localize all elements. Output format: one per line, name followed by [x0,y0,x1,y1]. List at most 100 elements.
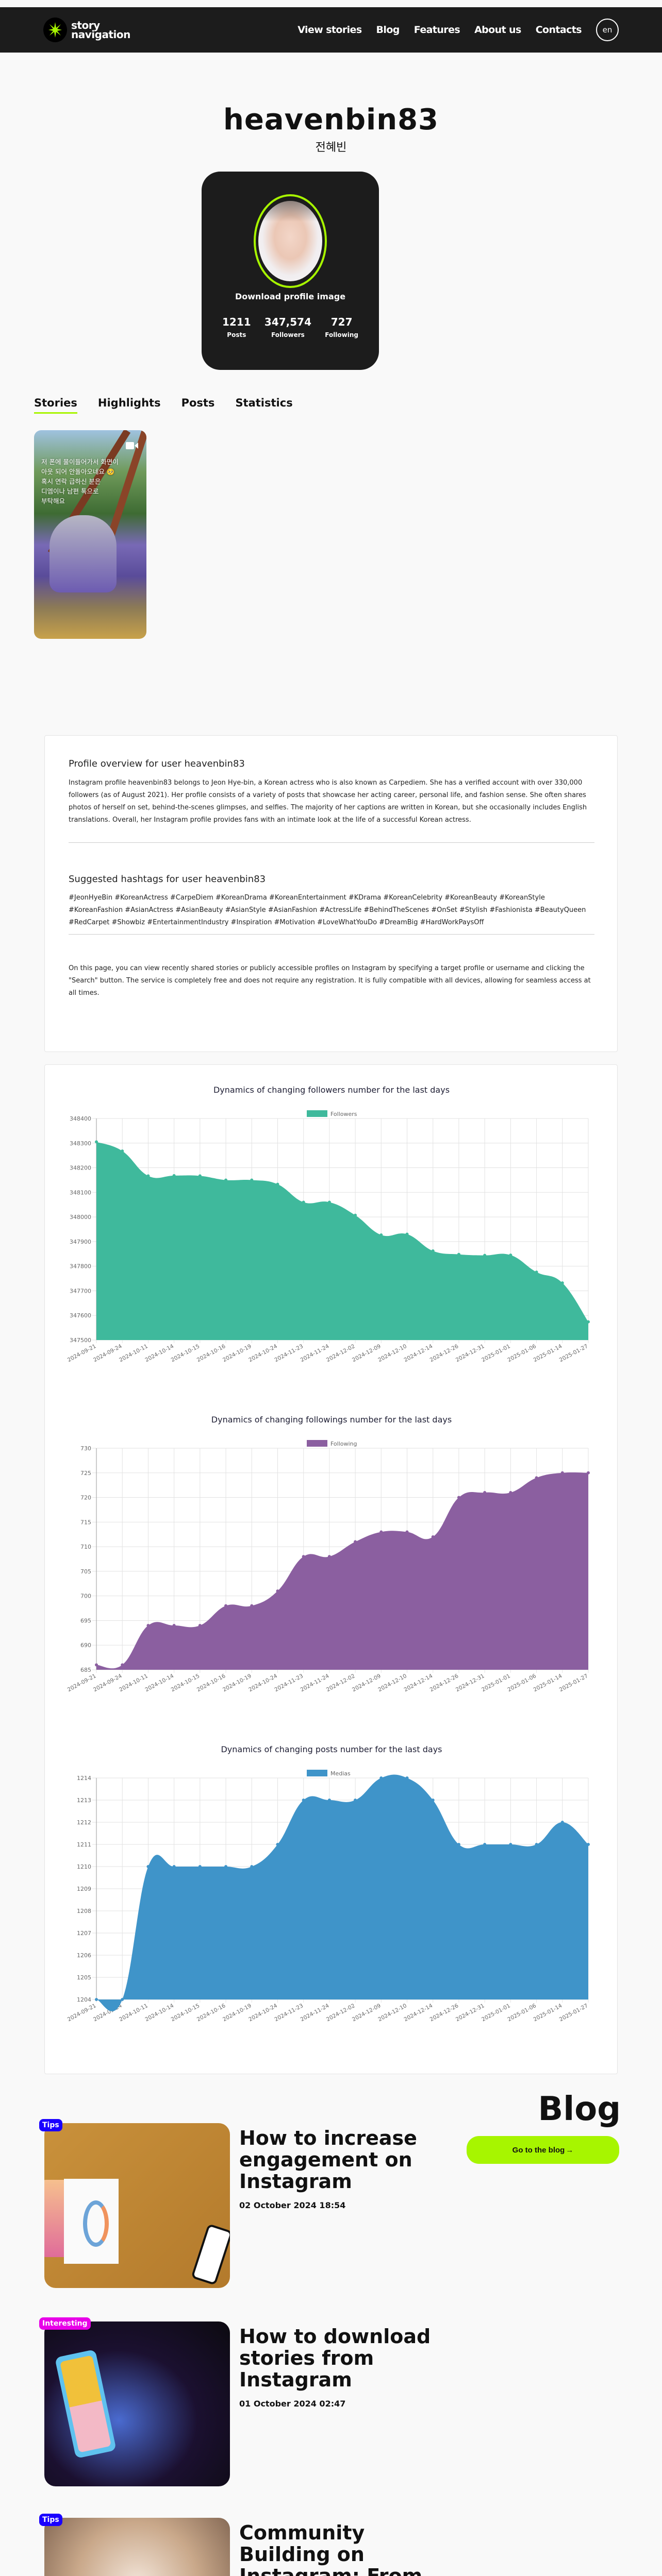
legend-label: Medias [330,1770,351,1777]
data-point [198,1865,202,1868]
x-tick-label: 2024-10-16 [196,1673,227,1693]
y-tick-label: 1208 [77,1908,91,1914]
legend-label: Followers [330,1111,357,1117]
data-point [327,1555,331,1558]
data-point [509,1253,512,1257]
data-point [431,1535,435,1538]
nav-about-us[interactable]: About us [474,24,521,36]
nav-features[interactable]: Features [413,24,460,36]
x-tick-label: 2024-10-11 [118,2003,149,2023]
data-point [431,1249,435,1253]
x-tick-label: 2024-10-15 [170,2003,201,2023]
data-point [95,1663,98,1667]
x-tick-label: 2025-01-27 [558,1673,589,1693]
x-tick-label: 2024-09-24 [92,1343,123,1363]
story-card[interactable]: 저 폰에 물이들어가서 화면이 아웃 되어 안돌아오네요 🥺 혹시 연락 급하신… [34,430,146,639]
logo-star-icon [43,18,67,42]
y-tick-label: 705 [80,1568,91,1575]
divider [69,842,594,843]
x-tick-label: 2024-10-16 [196,2003,227,2023]
y-tick-label: 1209 [77,1886,91,1892]
data-point [560,1471,564,1475]
x-tick-label: 2025-01-01 [481,1673,511,1693]
post-image [44,2321,230,2486]
data-point [276,1182,279,1186]
data-point [302,1799,305,1802]
language-switcher[interactable]: en [596,19,619,41]
tab-highlights[interactable]: Highlights [97,397,161,409]
post-image [44,2518,230,2576]
data-point [302,1555,305,1558]
x-tick-label: 2024-12-26 [429,2003,460,2023]
data-point [354,1540,357,1544]
x-tick-label: 2024-10-16 [196,1343,227,1363]
x-tick-label: 2025-01-01 [481,1343,511,1363]
x-tick-label: 2024-10-24 [247,2003,278,2023]
tab-statistics[interactable]: Statistics [235,397,293,409]
service-description: On this page, you can view recently shar… [69,964,591,997]
tab-posts[interactable]: Posts [181,397,215,409]
legend-label: Following [330,1440,357,1447]
video-camera-icon [126,442,138,449]
x-tick-label: 2024-10-15 [170,1343,201,1363]
y-tick-label: 1210 [77,1863,91,1870]
data-point [172,1624,176,1627]
data-point [224,1178,228,1182]
post-title[interactable]: How to increase engagement on Instagram [239,2127,417,2193]
x-tick-label: 2024-12-02 [325,2003,356,2023]
area-series [96,1472,588,1670]
x-tick-label: 2024-11-23 [274,1673,305,1693]
y-tick-label: 347900 [70,1239,91,1245]
data-point [250,1604,254,1607]
x-tick-label: 2025-01-27 [558,1343,589,1363]
x-tick-label: 2024-12-14 [403,1673,434,1693]
stat-posts-value: 1211 [222,316,251,328]
x-tick-label: 2024-09-24 [92,1673,123,1693]
data-point [95,1140,98,1144]
y-tick-label: 1214 [77,1775,91,1782]
tab-stories[interactable]: Stories [34,397,77,414]
y-tick-label: 695 [80,1617,91,1624]
data-point [587,1471,590,1475]
divider [69,934,594,935]
profile-card: Download profile image 1211 Posts 347,57… [202,172,379,370]
x-tick-label: 2024-12-14 [403,2003,434,2023]
avatar-ring [254,194,327,288]
y-tick-label: 1213 [77,1797,91,1804]
data-point [405,1776,409,1780]
x-tick-label: 2024-12-26 [429,1673,460,1693]
x-tick-label: 2024-09-21 [67,2003,97,2023]
data-point [354,1799,357,1802]
data-point [560,1821,564,1824]
logo[interactable]: story navigation [43,18,130,42]
post-badge: Tips [39,2514,62,2526]
nav-view-stories[interactable]: View stories [297,24,362,36]
x-tick-label: 2024-12-14 [403,1343,434,1363]
y-tick-label: 1207 [77,1930,91,1937]
data-point [379,1233,383,1236]
post-title[interactable]: How to download stories from Instagram [239,2325,431,2391]
x-tick-label: 2025-01-14 [533,1343,564,1363]
go-to-blog-label: Go to the blog [512,2145,565,2155]
blog-post[interactable]: Interesting How to download stories from… [39,2317,627,2497]
logo-line1: story [71,19,100,31]
data-point [587,1843,590,1846]
x-tick-label: 2025-01-27 [558,2003,589,2023]
post-title[interactable]: Community Building on Instagram: From Fo… [239,2521,423,2576]
x-tick-label: 2024-09-21 [67,1673,97,1693]
go-to-blog-button[interactable]: Go to the blog → [467,2136,619,2164]
download-profile-image-link[interactable]: Download profile image [235,292,346,301]
x-tick-label: 2024-10-19 [222,2003,253,2023]
data-point [354,1213,357,1217]
hashtags-title: Suggested hashtags for user heavenbin83 [69,874,266,885]
y-tick-label: 730 [80,1445,91,1452]
y-tick-label: 348400 [70,1115,91,1122]
blog-post[interactable]: Tips How to increase engagement on Insta… [39,2119,627,2298]
area-series [96,1774,588,2011]
blog-post[interactable]: Tips Community Building on Instagram: Fr… [39,2514,627,2576]
data-point [379,1530,383,1534]
nav-contacts[interactable]: Contacts [535,24,582,36]
data-point [302,1200,305,1204]
overview-title: Profile overview for user heavenbin83 [69,758,245,769]
nav-blog[interactable]: Blog [376,24,400,36]
